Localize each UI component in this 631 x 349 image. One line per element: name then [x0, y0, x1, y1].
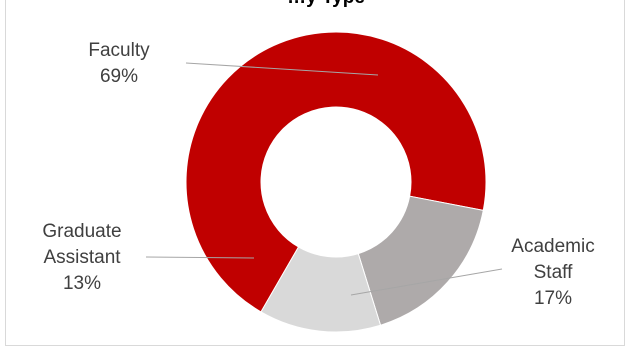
label-faculty: Faculty 69%: [88, 40, 150, 87]
leader-lines: [145, 62, 503, 296]
chart-frame: Faculty 69% Academic Staff 17% Graduate Assist…: [5, 0, 625, 346]
label-graduate-assistant: Graduate Assistant 13%: [42, 221, 121, 294]
label-line: Assistant: [43, 247, 121, 268]
label-line: 69%: [100, 66, 138, 87]
slice-graduate-assistant: [260, 246, 382, 333]
slice-academic-staff: [357, 195, 484, 326]
label-line: Academic: [511, 236, 594, 257]
label-line: Staff: [534, 262, 573, 283]
label-line: 17%: [534, 288, 572, 309]
leader-line-academic-staff: [350, 268, 503, 296]
label-line: Faculty: [88, 40, 150, 61]
slices-layer: [185, 31, 487, 333]
chart-title: …y Type: [287, 0, 365, 8]
slice-labels: Faculty 69% Academic Staff 17% Graduate Assist…: [42, 40, 594, 309]
label-line: 13%: [63, 273, 101, 294]
label-line: Graduate: [42, 221, 121, 242]
label-academic-staff: Academic Staff 17%: [511, 236, 594, 309]
leader-line-faculty: [185, 62, 379, 76]
leader-line-graduate-assistant: [145, 256, 255, 259]
slice-faculty: [185, 31, 487, 313]
doughnut-chart: Faculty 69% Academic Staff 17% Graduate Assist…: [42, 0, 595, 333]
